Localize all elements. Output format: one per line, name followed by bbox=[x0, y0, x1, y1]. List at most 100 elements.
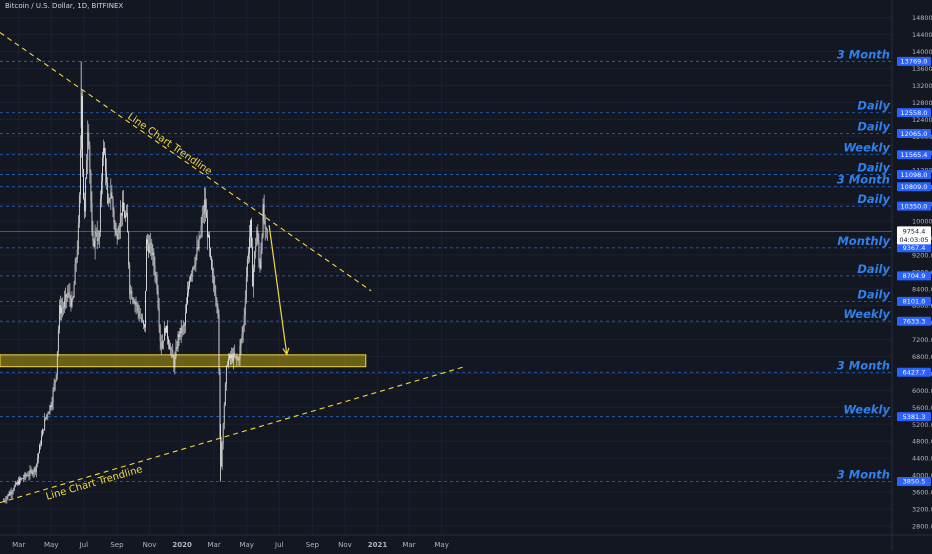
candle-body bbox=[237, 358, 239, 360]
candle-body bbox=[225, 365, 227, 384]
candle-body bbox=[181, 326, 183, 334]
candle-body bbox=[79, 149, 81, 195]
level-price-tag bbox=[897, 182, 931, 192]
level-price-tag bbox=[897, 367, 931, 377]
candle-body bbox=[61, 308, 62, 314]
candle-body bbox=[161, 342, 163, 349]
price-tick-label: 12400.0 bbox=[912, 116, 932, 124]
candle-body bbox=[26, 475, 28, 477]
time-tick-label: Sep bbox=[110, 541, 124, 549]
candle-body bbox=[147, 239, 148, 245]
candle-body bbox=[195, 255, 197, 265]
candle-body bbox=[73, 284, 75, 298]
candle-body bbox=[199, 235, 201, 238]
candle-body bbox=[163, 327, 165, 341]
candle-body bbox=[37, 453, 39, 459]
candle-body bbox=[177, 334, 179, 349]
candle-body bbox=[32, 472, 34, 475]
candle-body bbox=[247, 253, 249, 259]
price-tick-label: 3200.0 bbox=[912, 506, 932, 514]
level-label: Weekly bbox=[843, 403, 890, 417]
candle-body bbox=[92, 231, 94, 242]
level-price-tag bbox=[897, 108, 931, 118]
price-tick-label: 6000.0 bbox=[912, 387, 932, 395]
candle-body bbox=[230, 354, 231, 359]
candle-body bbox=[131, 290, 133, 299]
level-price-text: 12558.0 bbox=[901, 109, 928, 117]
candle-body bbox=[78, 194, 80, 224]
current-price-text: 9754.4 bbox=[903, 228, 926, 236]
candle-body bbox=[176, 347, 178, 349]
candle-body bbox=[159, 326, 161, 342]
candle-body bbox=[166, 325, 167, 333]
candle-body bbox=[67, 292, 69, 298]
candle-body bbox=[257, 230, 259, 242]
level-label: Daily bbox=[857, 160, 890, 174]
candle-body bbox=[125, 215, 126, 218]
candle-body bbox=[246, 258, 248, 277]
candle-body bbox=[70, 299, 72, 307]
candle-body bbox=[109, 198, 111, 199]
candle-body bbox=[211, 257, 213, 269]
projection-arrowhead bbox=[282, 347, 290, 356]
candle-body bbox=[31, 470, 33, 475]
candle-body bbox=[91, 203, 93, 232]
time-tick-label: 2021 bbox=[368, 541, 388, 549]
candle-body bbox=[15, 483, 17, 485]
candle-body bbox=[50, 405, 52, 408]
level-price-tag bbox=[897, 271, 931, 281]
candle-body bbox=[203, 199, 205, 214]
level-price-tag bbox=[897, 476, 931, 486]
candle-body bbox=[202, 213, 204, 216]
candle-body bbox=[207, 217, 208, 238]
candle-body bbox=[134, 302, 136, 304]
level-price-tag bbox=[897, 150, 931, 160]
candle-body bbox=[183, 325, 185, 326]
price-tick-label: 4400.0 bbox=[912, 455, 932, 463]
candle-body bbox=[68, 292, 70, 294]
projection-arrow-group bbox=[268, 225, 290, 356]
level-label: Weekly bbox=[843, 141, 890, 155]
candle-body bbox=[142, 320, 144, 325]
candle-body bbox=[220, 437, 222, 467]
candle-body bbox=[25, 474, 27, 477]
candle-body bbox=[75, 259, 77, 264]
candle-body bbox=[256, 230, 258, 246]
candle-body bbox=[5, 500, 7, 501]
candle-body bbox=[121, 202, 123, 216]
candle-body bbox=[16, 481, 18, 485]
level-label: Daily bbox=[857, 120, 890, 134]
candle-body bbox=[115, 228, 117, 235]
candle-body bbox=[85, 178, 87, 212]
time-tick-label: May bbox=[239, 541, 253, 549]
candle-body bbox=[49, 405, 51, 413]
candle-body bbox=[153, 252, 155, 266]
time-tick-label: Nov bbox=[338, 541, 352, 549]
candle-body bbox=[252, 246, 253, 287]
candle-body bbox=[7, 494, 9, 497]
candle-body bbox=[258, 241, 260, 262]
candle-body bbox=[66, 294, 68, 298]
candle-body bbox=[137, 305, 139, 312]
time-tick-label: May bbox=[44, 541, 58, 549]
candlestick-series bbox=[3, 61, 268, 504]
vertical-gridlines bbox=[18, 0, 443, 534]
candle-body bbox=[197, 247, 199, 249]
candle-body bbox=[208, 235, 209, 238]
candle-body bbox=[243, 314, 245, 327]
candle-body bbox=[19, 478, 20, 485]
level-price-tag bbox=[897, 129, 931, 139]
candle-body bbox=[139, 316, 141, 318]
candle-body bbox=[84, 198, 85, 212]
candle-body bbox=[4, 500, 6, 502]
candle-body bbox=[65, 294, 67, 301]
current-price-tag bbox=[897, 226, 931, 245]
candle-body bbox=[43, 429, 45, 431]
highlight-zone bbox=[0, 354, 367, 368]
candle-body bbox=[129, 264, 131, 294]
candle-body bbox=[187, 292, 188, 304]
candle-body bbox=[171, 349, 173, 350]
candle-body bbox=[205, 211, 207, 218]
candle-body bbox=[259, 261, 261, 269]
